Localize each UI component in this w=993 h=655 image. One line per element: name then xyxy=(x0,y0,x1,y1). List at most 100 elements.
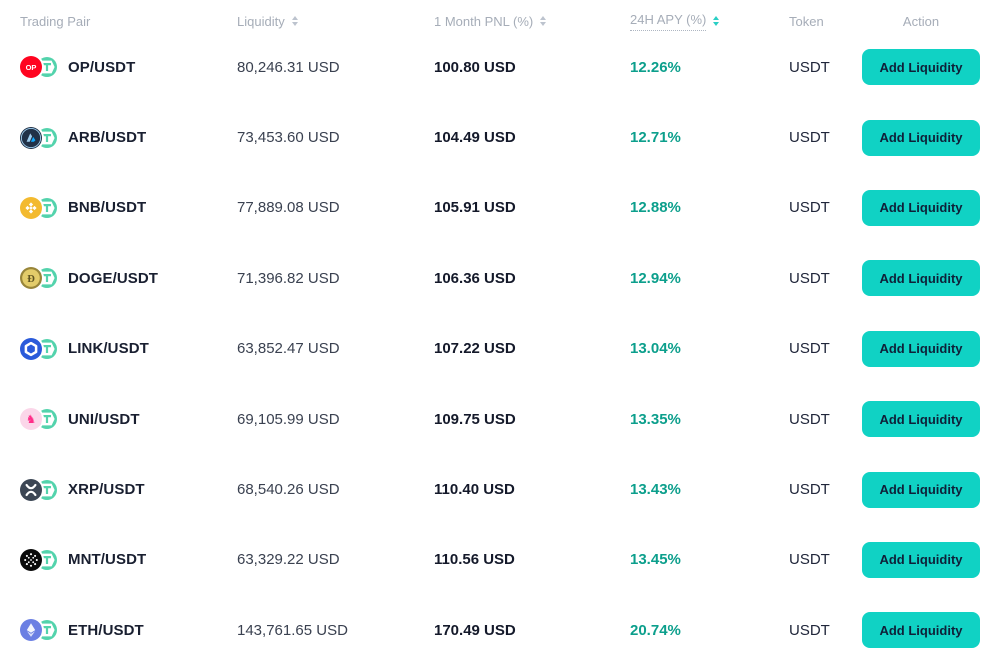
sort-icon[interactable] xyxy=(291,16,298,26)
link-icon xyxy=(20,337,42,360)
trading-pair-cell: LINK/USDT xyxy=(20,337,237,360)
pnl-value: 104.49 USD xyxy=(434,129,516,147)
add-liquidity-button[interactable]: Add Liquidity xyxy=(862,189,980,226)
action-cell: Add Liquidity xyxy=(862,401,980,438)
apy-value: 13.04% xyxy=(630,340,681,358)
token-value: USDT xyxy=(789,551,830,569)
token-value: USDT xyxy=(789,481,830,499)
token-value: USDT xyxy=(789,410,830,428)
liquidity-value: 63,329.22 USD xyxy=(237,551,340,569)
pair-name: OP/USDT xyxy=(68,58,136,76)
mnt-icon xyxy=(20,548,42,571)
trading-pair-cell: ETH/USDT xyxy=(20,619,237,642)
doge-icon: Ð xyxy=(20,267,42,290)
token-value: USDT xyxy=(789,199,830,217)
liquidity-value: 73,453.60 USD xyxy=(237,129,340,147)
pnl-value: 106.36 USD xyxy=(434,269,516,287)
table-row: ♞ UNI/USDT 69,105.99 USD 109.75 USD 13.3… xyxy=(0,384,993,454)
add-liquidity-button[interactable]: Add Liquidity xyxy=(862,330,980,367)
usdt-icon xyxy=(37,57,57,78)
add-liquidity-button[interactable]: Add Liquidity xyxy=(862,119,980,156)
table-row: LINK/USDT 63,852.47 USD 107.22 USD 13.04… xyxy=(0,314,993,384)
column-header-liquidity[interactable]: Liquidity xyxy=(237,14,434,29)
svg-text:OP: OP xyxy=(26,63,37,72)
trading-pair-cell: ARB/USDT xyxy=(20,126,237,149)
column-header-1-month-pnl[interactable]: 1 Month PNL (%) xyxy=(434,14,630,29)
column-label: 1 Month PNL (%) xyxy=(434,13,534,29)
apy-value: 12.71% xyxy=(630,129,681,147)
add-liquidity-button[interactable]: Add Liquidity xyxy=(862,260,980,297)
table-body: OP OP/USDT 80,246.31 USD 100.80 USD 12.2… xyxy=(0,32,993,655)
liquidity-value: 69,105.99 USD xyxy=(237,410,340,428)
pair-name: LINK/USDT xyxy=(68,340,149,358)
column-header-trading-pair: Trading Pair xyxy=(20,14,237,29)
xrp-icon xyxy=(20,478,42,501)
pair-name: ETH/USDT xyxy=(68,621,144,639)
action-cell: Add Liquidity xyxy=(862,612,980,649)
pair-name: DOGE/USDT xyxy=(68,269,159,287)
svg-text:♞: ♞ xyxy=(26,412,36,426)
table-row: ARB/USDT 73,453.60 USD 104.49 USD 12.71%… xyxy=(0,102,993,172)
liquidity-value: 77,889.08 USD xyxy=(237,199,340,217)
liquidity-value: 68,540.26 USD xyxy=(237,481,340,499)
sort-icon[interactable] xyxy=(540,16,547,26)
liquidity-value: 63,852.47 USD xyxy=(237,340,340,358)
pair-name: ARB/USDT xyxy=(68,129,147,147)
table-row: BNB/USDT 77,889.08 USD 105.91 USD 12.88%… xyxy=(0,173,993,243)
pair-name: BNB/USDT xyxy=(68,199,147,217)
trading-pair-cell: MNT/USDT xyxy=(20,548,237,571)
pair-name: MNT/USDT xyxy=(68,551,147,569)
usdt-icon xyxy=(37,620,57,641)
add-liquidity-button[interactable]: Add Liquidity xyxy=(862,471,980,508)
column-label: Token xyxy=(789,13,824,29)
column-header-token: Token xyxy=(789,14,862,29)
arb-icon xyxy=(20,126,42,149)
table-row: XRP/USDT 68,540.26 USD 110.40 USD 13.43%… xyxy=(0,454,993,524)
liquidity-value: 143,761.65 USD xyxy=(237,621,348,639)
column-label: Action xyxy=(902,13,940,29)
sort-icon-active[interactable] xyxy=(713,16,720,26)
apy-value: 20.74% xyxy=(630,621,681,639)
trading-pair-cell: Ð DOGE/USDT xyxy=(20,267,237,290)
add-liquidity-button[interactable]: Add Liquidity xyxy=(862,49,980,86)
svg-text:Ð: Ð xyxy=(27,274,35,285)
table-header: Trading Pair Liquidity 1 Month PNL (%) 2… xyxy=(0,0,993,42)
add-liquidity-button[interactable]: Add Liquidity xyxy=(862,541,980,578)
apy-value: 13.45% xyxy=(630,551,681,569)
pnl-value: 107.22 USD xyxy=(434,340,516,358)
liquidity-value: 71,396.82 USD xyxy=(237,269,340,287)
usdt-icon xyxy=(37,409,57,430)
token-value: USDT xyxy=(789,58,830,76)
table-row: Ð DOGE/USDT 71,396.82 USD 106.36 USD 12.… xyxy=(0,243,993,313)
action-cell: Add Liquidity xyxy=(862,541,980,578)
usdt-icon xyxy=(37,197,57,218)
table-row: ETH/USDT 143,761.65 USD 170.49 USD 20.74… xyxy=(0,595,993,655)
action-cell: Add Liquidity xyxy=(862,471,980,508)
column-header-24h-apy[interactable]: 24H APY (%) xyxy=(630,12,789,31)
pnl-value: 110.40 USD xyxy=(434,481,515,499)
action-cell: Add Liquidity xyxy=(862,49,980,86)
usdt-icon xyxy=(37,127,57,148)
trading-pair-cell: ♞ UNI/USDT xyxy=(20,408,237,431)
add-liquidity-button[interactable]: Add Liquidity xyxy=(862,401,980,438)
token-value: USDT xyxy=(789,269,830,287)
usdt-icon xyxy=(37,268,57,289)
column-label[interactable]: 24H APY (%) xyxy=(630,12,707,31)
pair-name: UNI/USDT xyxy=(68,410,140,428)
column-header-action: Action xyxy=(862,14,980,29)
trading-pair-cell: OP OP/USDT xyxy=(20,56,237,79)
token-value: USDT xyxy=(789,621,830,639)
table-row: MNT/USDT 63,329.22 USD 110.56 USD 13.45%… xyxy=(0,525,993,595)
pair-name: XRP/USDT xyxy=(68,481,145,499)
op-icon: OP xyxy=(20,56,42,79)
usdt-icon xyxy=(37,549,57,570)
action-cell: Add Liquidity xyxy=(862,260,980,297)
usdt-icon xyxy=(37,479,57,500)
trading-pair-cell: XRP/USDT xyxy=(20,478,237,501)
trading-pair-cell: BNB/USDT xyxy=(20,196,237,219)
add-liquidity-button[interactable]: Add Liquidity xyxy=(862,612,980,649)
pnl-value: 105.91 USD xyxy=(434,199,516,217)
apy-value: 12.94% xyxy=(630,269,681,287)
column-label: Trading Pair xyxy=(20,13,91,29)
